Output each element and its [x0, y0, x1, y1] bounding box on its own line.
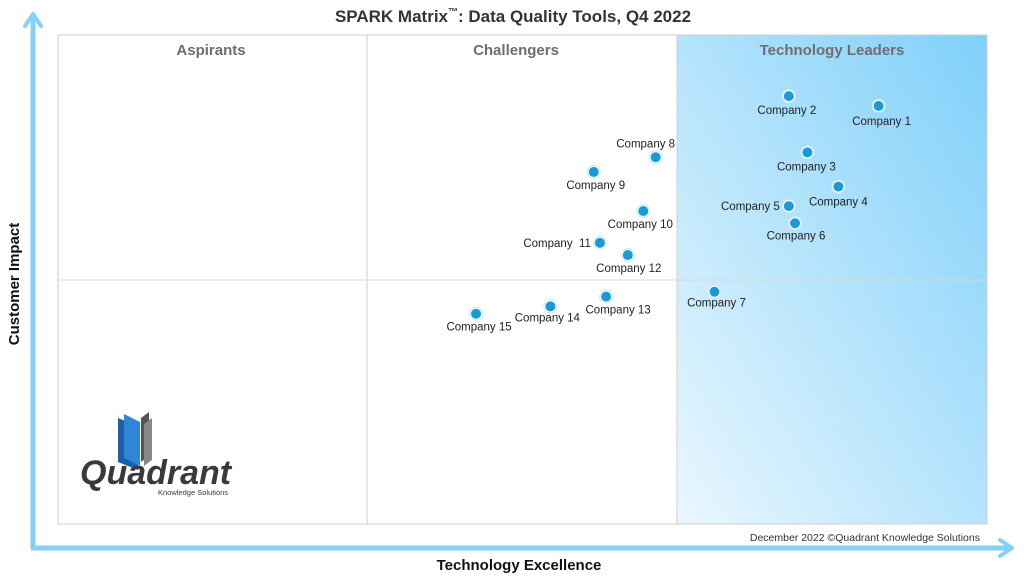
data-point: Company 11: [523, 235, 607, 250]
logo-tagline: Knowledge Solutions: [158, 488, 228, 497]
point-marker: [709, 286, 720, 297]
chart-title: SPARK Matrix™: Data Quality Tools, Q4 20…: [335, 7, 691, 26]
data-points: Company 1 Company 2 Company 3 Company 4 Comp…: [446, 89, 911, 334]
quadrant-label-challengers: Challengers: [473, 42, 559, 59]
data-point: Company 9: [566, 164, 625, 192]
point-label: Company 2: [757, 105, 816, 117]
quadrant-logo: Quadrant Knowledge Solutions: [80, 412, 233, 497]
point-label: Company 9: [566, 180, 625, 192]
data-point: Company 6: [767, 216, 826, 242]
data-point: Company 13: [586, 289, 651, 317]
data-point: Company 4: [809, 179, 868, 209]
data-point: Company 3: [777, 145, 836, 173]
quadrant-label-leaders: Technology Leaders: [760, 42, 905, 59]
point-marker: [601, 291, 612, 302]
data-point: Company 7: [687, 284, 746, 310]
point-marker: [638, 206, 649, 217]
data-point: Company 12: [596, 248, 661, 275]
data-point: Company 10: [608, 204, 673, 231]
data-point: Company 5: [721, 199, 796, 214]
point-marker: [588, 166, 599, 177]
point-label: Company 15: [446, 322, 511, 334]
point-label: Company 1: [852, 116, 911, 128]
copyright-footnote: December 2022 ©Quadrant Knowledge Soluti…: [750, 532, 980, 544]
point-marker: [545, 301, 556, 312]
point-label: Company 12: [596, 263, 661, 275]
book-icon: [118, 412, 152, 470]
point-marker: [802, 147, 813, 158]
point-marker: [790, 218, 801, 229]
data-point: Company 2: [757, 89, 816, 117]
point-marker: [594, 237, 605, 248]
x-axis-arrow: [31, 538, 1014, 558]
point-marker: [873, 100, 884, 111]
point-label: Company 6: [767, 230, 826, 242]
point-label: Company 13: [586, 305, 651, 317]
data-point: Company 8: [616, 138, 675, 165]
logo-wordmark: Quadrant: [80, 454, 233, 492]
data-point: Company 1: [852, 98, 911, 128]
y-axis-arrow: [23, 12, 43, 548]
point-label: Company 8: [616, 138, 675, 150]
point-marker: [650, 152, 661, 163]
data-point: Company 14: [515, 299, 581, 324]
point-label: Company 5: [721, 201, 780, 213]
point-marker: [833, 181, 844, 192]
x-axis-label: Technology Excellence: [437, 557, 602, 574]
point-label: Company 7: [687, 298, 746, 310]
point-label: Company 3: [777, 161, 836, 173]
point-marker: [471, 308, 482, 319]
point-label: Company 10: [608, 219, 673, 231]
quadrant-label-aspirants: Aspirants: [176, 42, 245, 59]
point-marker: [783, 201, 794, 212]
point-marker: [783, 91, 794, 102]
data-point: Company 15: [446, 306, 512, 334]
point-label: Company 11: [523, 238, 591, 250]
y-axis-label: Customer Impact: [6, 223, 23, 346]
point-label: Company 4: [809, 197, 868, 209]
point-marker: [622, 250, 633, 261]
point-label: Company 14: [515, 312, 581, 324]
